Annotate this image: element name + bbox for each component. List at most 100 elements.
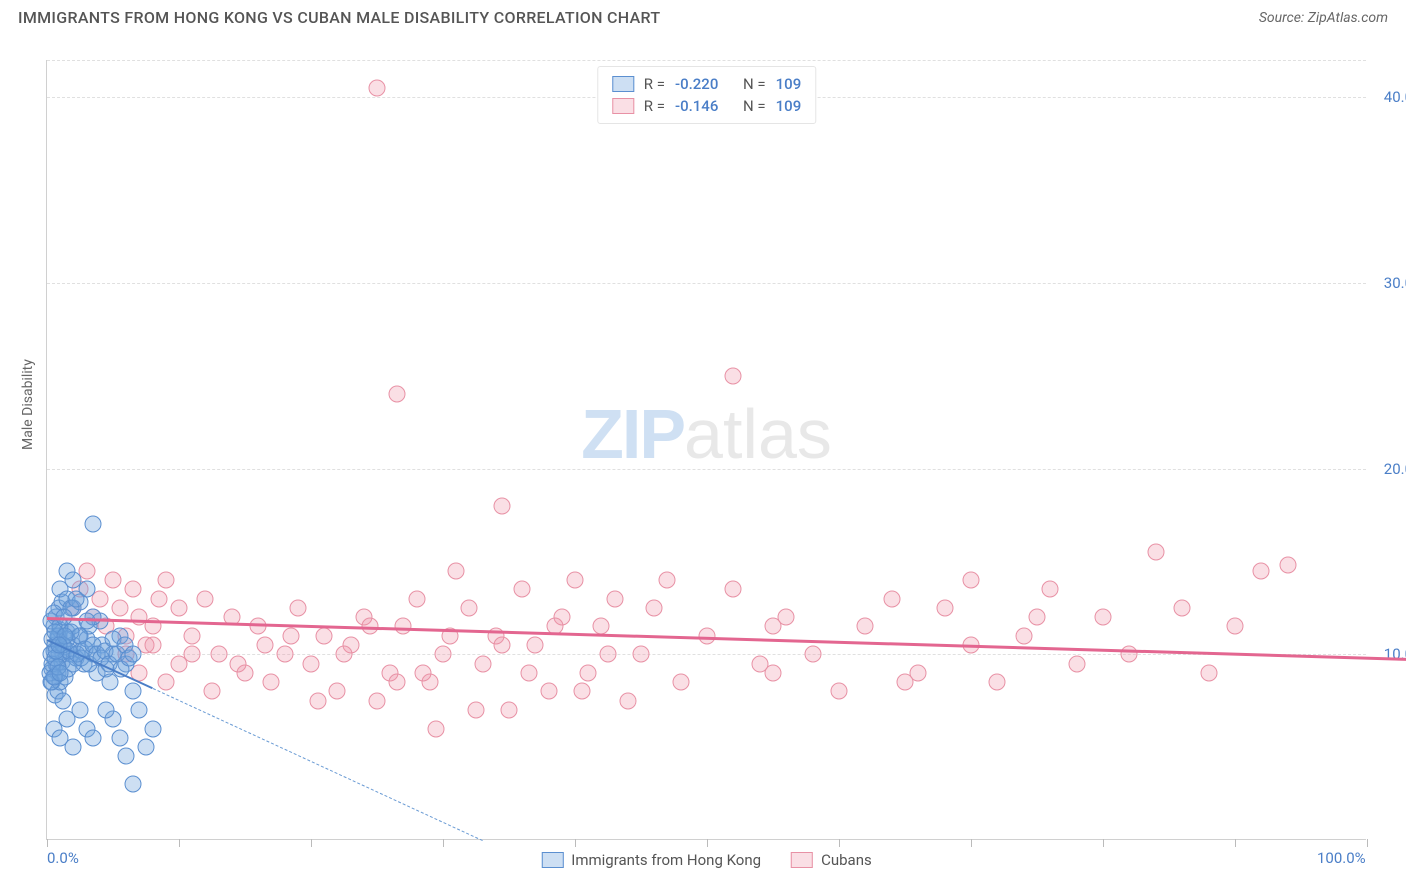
scatter-point [157,572,174,589]
scatter-point [1042,581,1059,598]
scatter-point [395,618,412,635]
scatter-point [204,683,221,700]
watermark: ZIPatlas [581,394,832,474]
legend-series: Immigrants from Hong Kong Cubans [541,851,871,869]
n-label: N = [743,97,766,115]
scatter-point [646,599,663,616]
scatter-point [68,590,85,607]
scatter-point [633,646,650,663]
r-label: R = [644,97,665,115]
scatter-point [85,516,102,533]
scatter-point [171,599,188,616]
legend-swatch [612,76,634,92]
scatter-point [1068,655,1085,672]
scatter-point [309,692,326,709]
n-value: 109 [776,75,802,93]
scatter-point [197,590,214,607]
scatter-point [461,599,478,616]
scatter-point [1147,544,1164,561]
scatter-point [408,590,425,607]
scatter-point [276,646,293,663]
x-tick-label: 100.0% [1317,849,1366,867]
scatter-point [131,702,148,719]
n-value: 109 [776,97,802,115]
scatter-point [659,572,676,589]
scatter-point [1227,618,1244,635]
scatter-point [765,664,782,681]
scatter-point [831,683,848,700]
chart-title: IMMIGRANTS FROM HONG KONG VS CUBAN MALE … [18,8,660,27]
scatter-point [963,572,980,589]
legend-swatch [612,98,634,114]
legend-item: Immigrants from Hong Kong [541,851,761,869]
scatter-point [329,683,346,700]
r-label: R = [644,75,665,93]
scatter-point [600,646,617,663]
scatter-point [1121,646,1138,663]
x-tick [575,839,576,847]
gridline [47,654,1366,655]
scatter-point [567,572,584,589]
scatter-point [72,702,89,719]
series-name: Immigrants from Hong Kong [571,851,761,869]
scatter-point [144,637,161,654]
r-value: -0.220 [675,75,733,93]
trendline-dashed [152,688,482,841]
scatter-point [105,572,122,589]
scatter-point [494,497,511,514]
x-tick [179,839,180,847]
x-tick [1235,839,1236,847]
legend-swatch [791,852,813,868]
x-tick-label: 0.0% [47,849,79,867]
scatter-point [468,702,485,719]
scatter-point [303,655,320,672]
legend-correlation: R = -0.220 N = 109 R = -0.146 N = 109 [597,66,816,124]
scatter-point [65,739,82,756]
scatter-point [388,386,405,403]
scatter-point [283,627,300,644]
scatter-point [111,599,128,616]
y-tick-label: 10.0% [1384,645,1406,663]
scatter-point [85,729,102,746]
scatter-point [1095,609,1112,626]
x-tick [839,839,840,847]
source-credit: Source: ZipAtlas.com [1259,10,1388,26]
scatter-point [184,627,201,644]
scatter-point [989,674,1006,691]
scatter-point [54,692,71,709]
y-tick-label: 20.0% [1384,460,1406,478]
scatter-point [144,720,161,737]
gridline [47,60,1366,61]
scatter-point [98,702,115,719]
scatter-point [65,572,82,589]
legend-item: Cubans [791,851,872,869]
legend-row: R = -0.146 N = 109 [612,95,801,117]
scatter-point [435,646,452,663]
scatter-point [52,664,69,681]
scatter-point [501,702,518,719]
correlation-chart: ZIPatlas 10.0%20.0%30.0%40.0%0.0%100.0%R… [46,60,1366,840]
scatter-point [1015,627,1032,644]
n-label: N = [743,75,766,93]
scatter-point [124,776,141,793]
scatter-point [619,692,636,709]
x-tick [1103,839,1104,847]
r-value: -0.146 [675,97,733,115]
x-tick [1367,839,1368,847]
scatter-point [857,618,874,635]
scatter-point [725,581,742,598]
x-tick [47,839,48,847]
scatter-point [316,627,333,644]
scatter-point [936,599,953,616]
scatter-point [369,692,386,709]
scatter-point [263,674,280,691]
scatter-point [256,637,273,654]
scatter-point [369,79,386,96]
legend-row: R = -0.220 N = 109 [612,73,801,95]
scatter-point [897,674,914,691]
scatter-point [448,562,465,579]
scatter-point [1279,557,1296,574]
x-tick [707,839,708,847]
scatter-point [527,637,544,654]
scatter-point [573,683,590,700]
